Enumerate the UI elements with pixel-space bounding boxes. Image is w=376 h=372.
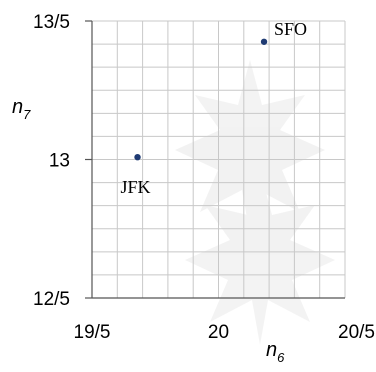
- axes: [85, 20, 345, 299]
- y-tick-label: 12/5: [33, 289, 70, 310]
- x-tick-label: 19/5: [74, 322, 111, 343]
- watermark-logo: [175, 60, 335, 345]
- y-axis-label: n7: [12, 96, 31, 122]
- data-points: JFK SFO: [121, 19, 308, 197]
- data-point: [134, 153, 141, 161]
- y-tick-label: 13/5: [33, 12, 70, 33]
- x-tick-label: 20: [208, 322, 229, 343]
- y-tick-label: 13: [49, 151, 70, 172]
- point-label: SFO: [274, 19, 307, 39]
- x-tick-label: 20/5: [338, 322, 375, 343]
- x-axis-label: n6: [266, 339, 285, 365]
- data-point: [260, 38, 268, 45]
- point-label: JFK: [121, 177, 151, 197]
- tick-labels: 19/5 20 20/5 12/5 13 13/5: [33, 12, 375, 343]
